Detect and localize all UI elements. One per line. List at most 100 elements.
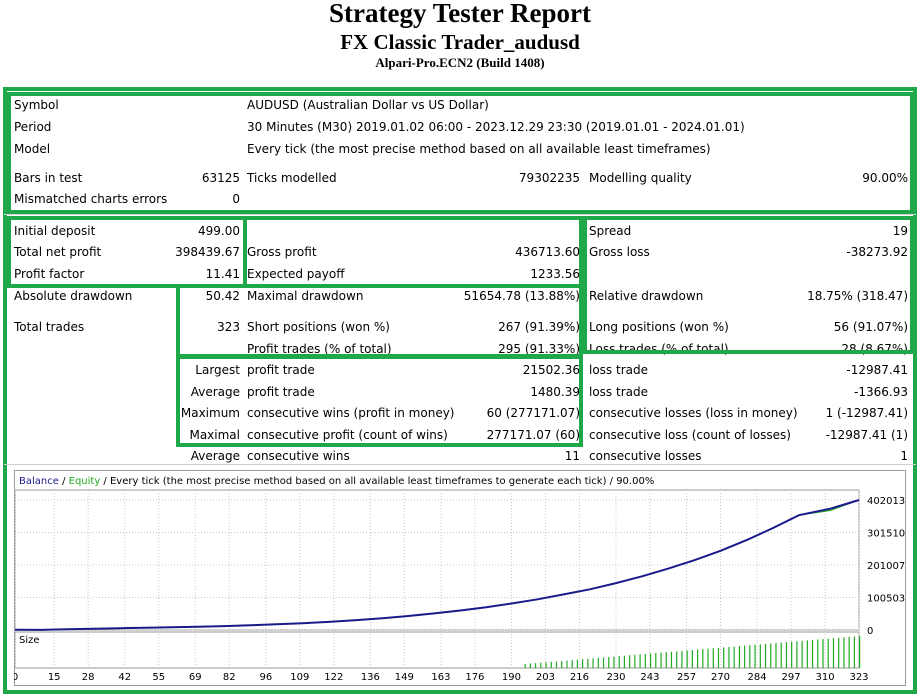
size-bar [576, 659, 578, 668]
balance-line [14, 499, 860, 631]
balance-chart: 402013 301510 201007 100503 0 0 15 28 42 55 69 82 9… [12, 470, 906, 686]
max-cons-losses-value: 1 (-12987.41) [825, 406, 908, 420]
chart-frame [14, 470, 906, 686]
expected-payoff-value: 1233.56 [530, 267, 580, 281]
size-bar [681, 650, 683, 668]
max-cons-losses-label: consecutive losses (loss in money) [589, 406, 798, 420]
size-bar [529, 663, 531, 668]
size-bar [545, 662, 547, 668]
size-bar [561, 660, 563, 668]
y-tick-label: 0 [867, 626, 873, 637]
maximum-label: Maximum [180, 406, 240, 420]
avg-cons-wins-value: 11 [564, 449, 580, 463]
maximal-drawdown-value: 51654.78 (13.88%) [463, 289, 580, 303]
ticks-label: Ticks modelled [247, 171, 337, 185]
size-bar [613, 656, 615, 668]
maximal-cons-profit-value: 277171.07 (60) [486, 428, 580, 442]
total-net-profit-value: 398439.67 [175, 245, 240, 259]
largest-loss-label: loss trade [589, 363, 648, 377]
absolute-drawdown-value: 50.42 [205, 289, 240, 303]
average-profit-value: 1480.39 [530, 385, 580, 399]
x-tick-label: 243 [640, 672, 659, 683]
x-tick-label: 28 [82, 672, 95, 683]
size-bar [859, 636, 861, 668]
size-bar [634, 654, 636, 668]
maximal-cons-loss-label: consecutive loss (count of losses) [589, 428, 791, 442]
size-label: Size [19, 635, 40, 646]
x-tick-label: 109 [290, 672, 309, 683]
x-tick-label: 310 [815, 672, 834, 683]
profit-trades-value: 295 (91.33%) [498, 342, 580, 356]
largest-loss-value: -12987.41 [846, 363, 908, 377]
profit-trades-label: Profit trades (% of total) [247, 342, 392, 356]
average-loss-label: loss trade [589, 385, 648, 399]
average2-label: Average [190, 449, 240, 463]
gross-loss-value: -38273.92 [846, 245, 908, 259]
size-bar [592, 658, 594, 668]
size-bar [811, 639, 814, 668]
x-tick-label: 257 [677, 672, 696, 683]
avg-cons-losses-label: consecutive losses [589, 449, 702, 463]
profit-factor-value: 11.41 [205, 267, 240, 281]
size-bar [676, 651, 678, 668]
size-bar [555, 661, 558, 668]
rule [4, 464, 916, 465]
size-bar [712, 648, 714, 668]
total-trades-value: 323 [217, 320, 240, 334]
profit-factor-label: Profit factor [14, 267, 85, 281]
x-tick-label: 136 [361, 672, 380, 683]
x-tick-label: 284 [748, 672, 767, 683]
size-bar [649, 653, 652, 668]
largest-label: Largest [195, 363, 240, 377]
size-bar [764, 643, 767, 668]
max-cons-wins-value: 60 (277171.07) [486, 406, 580, 420]
size-bar [534, 663, 537, 668]
y-tick-label: 301510 [867, 528, 905, 539]
size-bar [733, 646, 735, 668]
loss-trades-value: 28 (8.67%) [841, 342, 908, 356]
chart-title: Balance / Equity / Every tick (the most … [19, 476, 654, 487]
gross-loss-label: Gross loss [589, 245, 650, 259]
size-bar [806, 640, 808, 668]
size-bar [853, 636, 855, 668]
short-positions-value: 267 (91.39%) [498, 320, 580, 334]
size-bar [587, 658, 589, 668]
y-tick-label: 100503 [867, 594, 905, 605]
size-bar [728, 646, 730, 668]
size-bar [759, 644, 761, 668]
x-tick-label: 297 [782, 672, 801, 683]
x-tick-label: 96 [259, 672, 272, 683]
x-tick-label: 203 [536, 672, 555, 683]
size-bar [660, 652, 662, 668]
x-tick-label: 0 [14, 672, 18, 683]
size-bar [817, 639, 819, 668]
size-bar [838, 637, 840, 668]
mismatch-label: Mismatched charts errors [14, 192, 168, 206]
y-tick-label: 402013 [867, 496, 905, 507]
size-bar [775, 643, 777, 668]
spread-label: Spread [589, 224, 632, 238]
total-net-profit-label: Total net profit [14, 245, 102, 259]
expected-payoff-label: Expected payoff [247, 267, 345, 281]
quality-value: 90.00% [862, 171, 908, 185]
size-bar [665, 652, 667, 668]
x-tick-label: 149 [395, 672, 414, 683]
size-bar [670, 651, 673, 668]
x-tick-label: 270 [711, 672, 730, 683]
size-bar [571, 660, 573, 668]
long-positions-label: Long positions (won %) [589, 320, 729, 334]
size-bar [691, 650, 693, 668]
size-bar [738, 646, 741, 668]
size-bar [566, 660, 568, 668]
chart-description: / Every tick (the most precise method ba… [100, 476, 654, 487]
x-tick-label: 15 [48, 672, 61, 683]
chart-svg: 402013 301510 201007 100503 0 0 15 28 42 55 69 82 9… [12, 470, 906, 686]
largest-profit-label: profit trade [247, 363, 315, 377]
size-bar [770, 643, 772, 668]
max-cons-wins-label: consecutive wins (profit in money) [247, 406, 455, 420]
gross-profit-label: Gross profit [247, 245, 317, 259]
model-label: Model [14, 142, 51, 156]
maximal-cons-profit-label: consecutive profit (count of wins) [247, 428, 448, 442]
size-bar [785, 642, 788, 668]
size-bar [602, 657, 605, 668]
